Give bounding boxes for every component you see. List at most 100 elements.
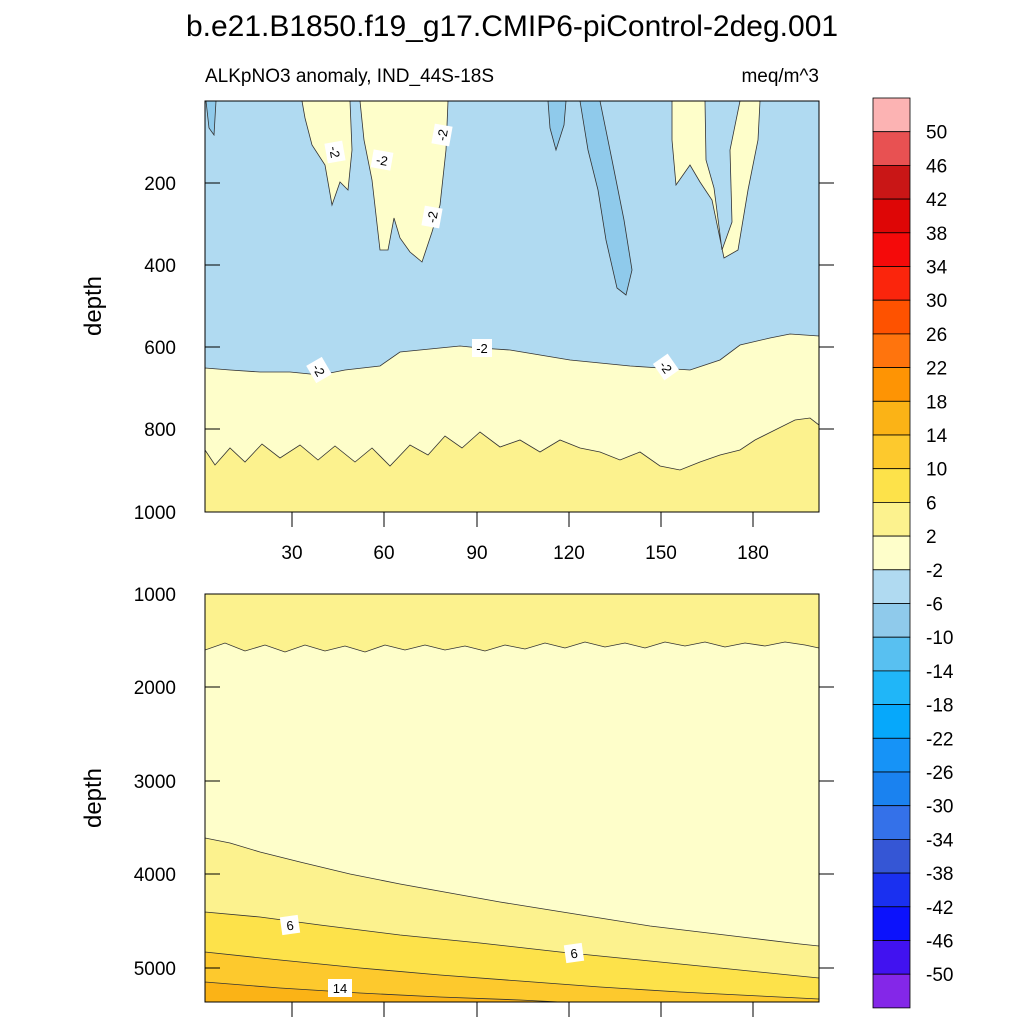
upper-plot-area	[205, 101, 819, 512]
colorbar-label: 38	[926, 224, 947, 245]
colorbar-swatch	[872, 198, 911, 234]
upper-x-tick-label: 180	[737, 543, 769, 564]
colorbar-label: 18	[926, 392, 947, 413]
lower-y-tick-label: 4000	[134, 865, 176, 886]
colorbar-label: 50	[926, 123, 947, 144]
colorbar-swatch	[872, 771, 911, 807]
colorbar-label: 2	[926, 527, 937, 548]
colorbar-swatch	[872, 603, 911, 638]
panel-subtitle-right: meq/m^3	[741, 66, 819, 87]
upper-contour-label: -2	[472, 339, 492, 357]
colorbar: 50 46 42 38 34 30 26 22 18 14 10 6 2 -2 -6 -10 -14 -18 -22…	[872, 97, 954, 1009]
lower-contour-label: 6	[563, 942, 585, 964]
upper-x-tick-label: 90	[466, 543, 487, 564]
upper-contour-label: -2	[306, 356, 332, 384]
upper-y-tick-label: 400	[144, 256, 176, 277]
upper-x-tick-label: 30	[281, 543, 302, 564]
lower-y-axis-label: depth	[80, 768, 107, 828]
colorbar-label: 22	[926, 359, 947, 380]
upper-contour-label: -2	[421, 205, 443, 229]
upper-y-tick-label: 1000	[134, 503, 176, 524]
lower-contour-label: 6	[279, 914, 301, 936]
colorbar-swatch	[872, 670, 911, 706]
upper-y-ticks	[205, 182, 834, 430]
colorbar-label: -18	[926, 696, 953, 717]
upper-contour-label-text: -2	[424, 210, 441, 224]
upper-y-tick-label: 200	[144, 174, 176, 195]
upper-negative-plume	[205, 101, 217, 137]
colorbar-swatch	[872, 973, 911, 1009]
colorbar-label: 34	[926, 258, 948, 279]
colorbar-label: 14	[926, 426, 948, 447]
colorbar-label: -14	[926, 662, 954, 683]
upper-negative-plume	[579, 101, 633, 296]
colorbar-swatch	[872, 333, 911, 368]
upper-contour-label-text: -2	[434, 128, 451, 142]
upper-x-tick-label: 60	[373, 543, 394, 564]
upper-contour-label: -2	[370, 149, 394, 171]
colorbar-swatch	[872, 906, 911, 941]
colorbar-swatch	[872, 434, 911, 470]
lower-y-tick-label: 1000	[134, 585, 176, 606]
colorbar-swatch	[872, 400, 911, 436]
colorbar-label: -38	[926, 864, 953, 885]
lower-x-ticks	[291, 1002, 754, 1017]
lower-y-tick-label: 2000	[134, 678, 176, 699]
lower-band-10-14	[205, 951, 819, 1002]
lower-contour-label: 14	[328, 979, 352, 997]
colorbar-swatch	[872, 468, 911, 503]
upper-x-tick-label: 120	[553, 543, 585, 564]
colorbar-label: -22	[926, 729, 953, 750]
lower-panel: 1000 2000 3000 4000 5000 depth 6 6 14	[80, 585, 834, 1017]
colorbar-swatch	[872, 97, 911, 133]
colorbar-label: 46	[926, 156, 947, 177]
colorbar-label: 30	[926, 291, 947, 312]
upper-contour-label-text: -2	[476, 341, 488, 356]
colorbar-swatch	[872, 872, 911, 908]
colorbar-swatch	[872, 636, 911, 672]
panel-subtitle-left: ALKpNO3 anomaly, IND_44S-18S	[205, 66, 494, 87]
lower-band-14-18	[205, 981, 561, 1002]
upper-contour-label: -2	[652, 353, 680, 381]
lower-contour-label-text: 6	[285, 918, 294, 934]
upper-contour-label: -2	[431, 123, 453, 147]
lower-y-ticks	[205, 686, 834, 969]
colorbar-swatch	[872, 839, 911, 874]
colorbar-swatch	[872, 232, 911, 267]
upper-y-tick-label: 600	[144, 338, 176, 359]
upper-plot-frame	[204, 100, 820, 513]
upper-contour-label-text: -2	[375, 152, 389, 169]
upper-negative-plume	[547, 101, 567, 152]
colorbar-swatch	[872, 501, 911, 537]
colorbar-swatch	[872, 704, 911, 739]
colorbar-label: -2	[926, 561, 943, 582]
lower-contour-label-text: 14	[333, 981, 347, 996]
upper-panel: 200 400 600 800 1000 30 60 90 120 150 18…	[80, 100, 834, 564]
upper-positive-intrusion	[671, 101, 761, 259]
upper-contour-label-text: -2	[326, 145, 343, 159]
colorbar-label: -26	[926, 763, 953, 784]
colorbar-swatch	[872, 535, 911, 571]
lower-y-tick-label: 5000	[134, 959, 176, 980]
lower-plot-frame	[204, 593, 820, 1003]
upper-y-tick-label: 800	[144, 420, 176, 441]
upper-contour-label: -2	[324, 140, 346, 164]
colorbar-swatch	[872, 805, 911, 840]
colorbar-swatch	[872, 164, 911, 200]
colorbar-swatch	[872, 367, 911, 402]
colorbar-label: 6	[926, 493, 937, 514]
lower-y-tick-label: 3000	[134, 772, 176, 793]
upper-x-ticks	[291, 512, 754, 527]
figure-title: b.e21.B1850.f19_g17.CMIP6-piControl-2deg…	[186, 10, 838, 43]
colorbar-swatch	[872, 737, 911, 773]
upper-x-tick-label: 150	[645, 543, 677, 564]
colorbar-swatch	[872, 131, 911, 166]
lower-contour-label-text: 6	[569, 946, 578, 962]
colorbar-label: -6	[926, 595, 943, 616]
colorbar-swatch	[872, 940, 911, 975]
colorbar-label: 10	[926, 460, 947, 481]
colorbar-label: -34	[926, 830, 954, 851]
colorbar-swatch	[872, 299, 911, 335]
colorbar-swatch	[872, 569, 911, 604]
